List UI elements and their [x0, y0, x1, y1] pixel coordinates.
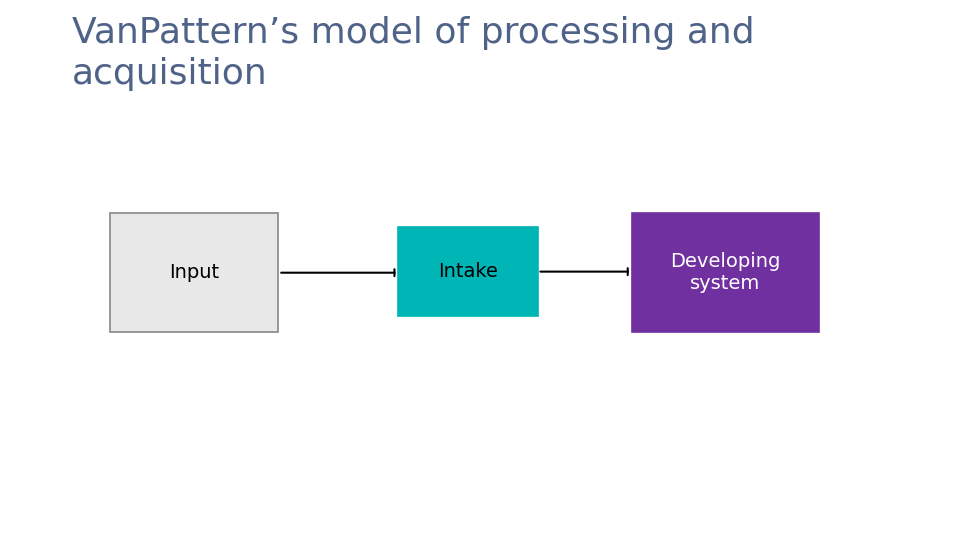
Bar [398, 227, 538, 316]
Text: Intake: Intake [438, 262, 498, 281]
Bar [110, 213, 278, 332]
Text: Input: Input [169, 263, 220, 282]
Text: Developing
system: Developing system [670, 252, 780, 293]
Bar [632, 213, 819, 332]
Text: VanPattern’s model of processing and
acquisition: VanPattern’s model of processing and acq… [72, 16, 755, 91]
